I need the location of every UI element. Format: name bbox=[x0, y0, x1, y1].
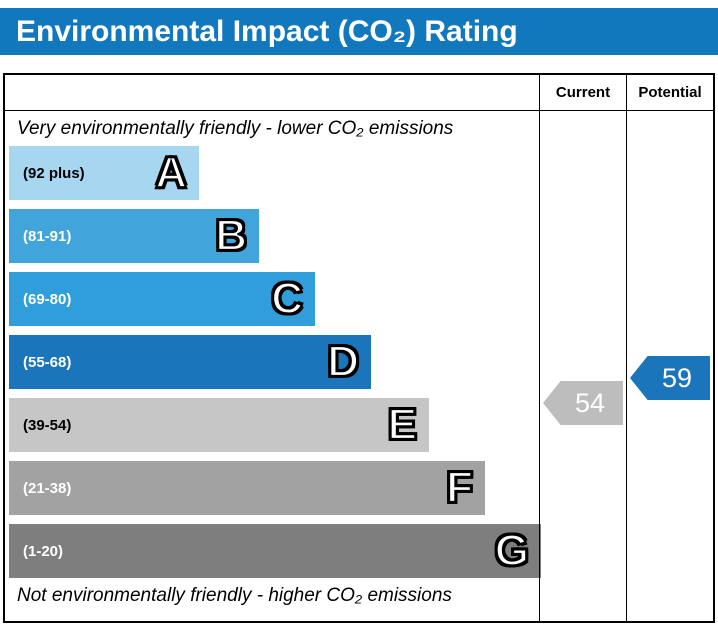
band-a-letter: A bbox=[154, 148, 188, 197]
bands-area: Very environmentally friendly - lower CO… bbox=[5, 111, 541, 621]
page-title: Environmental Impact (CO₂) Rating bbox=[16, 14, 518, 48]
band-a-range: (92 plus) bbox=[23, 164, 85, 182]
top-note: Very environmentally friendly - lower CO… bbox=[17, 118, 454, 139]
potential-rating-marker: 59 bbox=[630, 356, 710, 400]
header-spacer bbox=[5, 75, 539, 110]
band-c-range: (69-80) bbox=[23, 290, 72, 308]
band-b-letter: B bbox=[214, 211, 248, 260]
bands-list: (92 plus) A (81-91) B (69-80) C (55-68) … bbox=[5, 146, 541, 578]
band-e-letter: E bbox=[387, 400, 419, 449]
band-c-letter: C bbox=[270, 274, 304, 323]
epc-chart: Current Potential Very environmentally f… bbox=[3, 73, 715, 623]
band-c: (69-80) C bbox=[9, 272, 315, 326]
band-d-letter: D bbox=[326, 337, 360, 386]
title-bar: Environmental Impact (CO₂) Rating bbox=[0, 8, 718, 55]
band-e-range: (39-54) bbox=[23, 416, 72, 434]
band-f-letter: F bbox=[445, 463, 474, 512]
band-g-letter: G bbox=[494, 526, 530, 575]
band-g-range: (1-20) bbox=[23, 542, 64, 560]
band-g: (1-20) G bbox=[9, 524, 541, 578]
band-f-range: (21-38) bbox=[23, 479, 72, 497]
chart-body: Very environmentally friendly - lower CO… bbox=[5, 111, 713, 621]
band-e: (39-54) E bbox=[9, 398, 429, 452]
current-column-header: Current bbox=[539, 75, 626, 110]
current-column: 54 bbox=[539, 111, 626, 621]
potential-column-header: Potential bbox=[626, 75, 713, 110]
chart-header-row: Current Potential bbox=[5, 75, 713, 111]
potential-column: 59 bbox=[626, 111, 713, 621]
current-rating-value: 54 bbox=[574, 387, 606, 418]
bottom-note: Not environmentally friendly - higher CO… bbox=[17, 585, 452, 606]
current-rating-marker: 54 bbox=[543, 381, 623, 425]
potential-rating-value: 59 bbox=[661, 362, 693, 393]
band-b-range: (81-91) bbox=[23, 227, 72, 245]
band-b: (81-91) B bbox=[9, 209, 259, 263]
band-d: (55-68) D bbox=[9, 335, 371, 389]
band-f: (21-38) F bbox=[9, 461, 485, 515]
band-d-range: (55-68) bbox=[23, 353, 72, 371]
band-a: (92 plus) A bbox=[9, 146, 199, 200]
